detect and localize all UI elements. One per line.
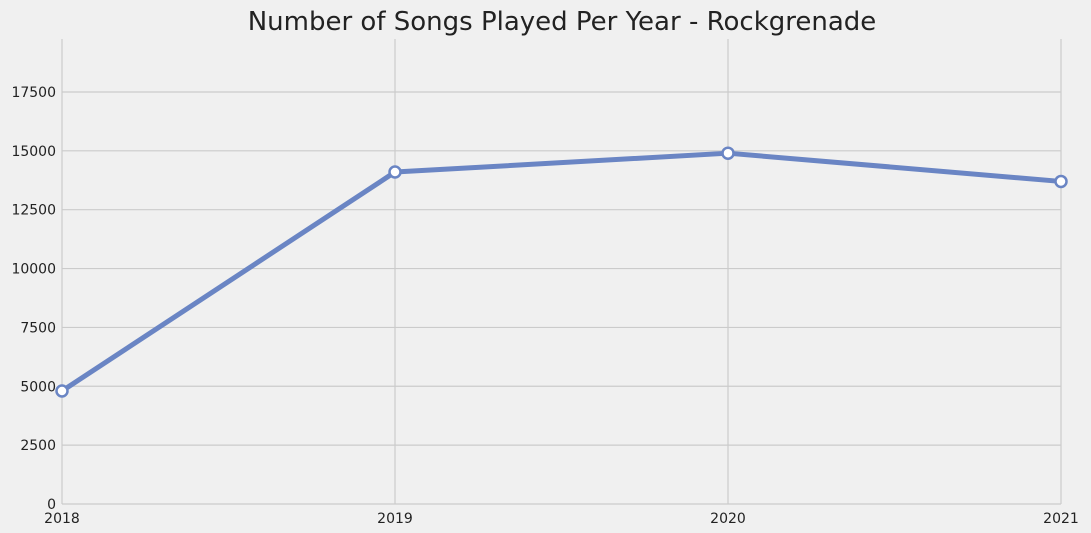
y-tick-label: 17500 — [11, 85, 56, 101]
y-tick-label: 5000 — [20, 379, 56, 395]
y-tick-label: 12500 — [11, 203, 56, 219]
y-tick-label: 2500 — [20, 438, 56, 454]
y-tick-label: 7500 — [20, 320, 56, 336]
series-line — [59, 150, 1064, 394]
y-axis-ticks: 0 2500 5000 7500 10000 12500 15000 17500 — [11, 85, 56, 513]
y-tick-label: 10000 — [11, 262, 56, 278]
y-tick-label: 15000 — [11, 144, 56, 160]
data-point-marker — [721, 146, 735, 160]
chart-title: Number of Songs Played Per Year - Rockgr… — [248, 7, 877, 37]
x-tick-label: 2020 — [710, 511, 746, 527]
x-tick-label: 2018 — [44, 511, 80, 527]
y-tick-label: 0 — [47, 497, 56, 513]
x-tick-label: 2021 — [1043, 511, 1079, 527]
x-tick-label: 2019 — [377, 511, 413, 527]
data-point-marker — [55, 384, 69, 398]
x-gridlines — [61, 39, 1062, 504]
y-gridlines — [62, 91, 1061, 505]
x-axis-ticks: 2018 2019 2020 2021 — [44, 511, 1079, 527]
data-point-marker — [1054, 174, 1068, 189]
series-layer — [55, 146, 1068, 398]
data-point-marker — [388, 165, 402, 179]
